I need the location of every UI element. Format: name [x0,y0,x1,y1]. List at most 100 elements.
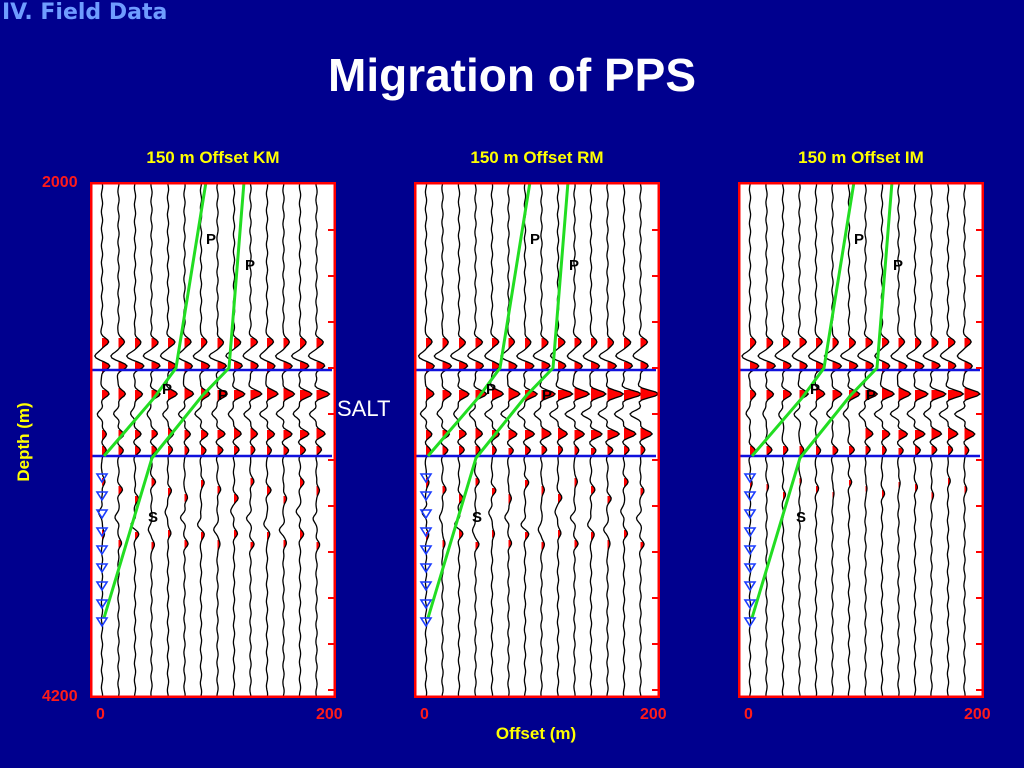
receiver-marker [95,527,109,538]
seismic-trace [873,183,896,697]
salt-label: SALT [337,396,391,421]
p-ray-1 [750,182,856,457]
seismic-trace [791,183,810,697]
p-ray-1 [426,182,532,457]
trace-fill [475,338,487,550]
p-ray-2 [750,182,894,619]
plot-background [414,182,660,698]
offset-max-tick: 200 [964,706,991,723]
seismic-trace [857,183,879,697]
receiver-marker [419,563,433,574]
p-label: P [218,387,228,404]
seismic-plot: P P P P S [90,182,336,698]
receiver-marker [743,491,757,502]
seismic-trace [192,183,211,697]
receiver-marker [95,473,109,484]
receiver-marker [419,545,433,556]
receiver-marker [419,617,433,628]
panel-im: 150 m Offset IM P P P P S 0 200 [738,148,991,728]
p-label: P [854,231,864,248]
seismic-trace [142,183,161,697]
p-label: P [866,387,876,404]
offset-max-tick: 200 [640,706,667,723]
receiver-marker [95,563,109,574]
receiver-marker [743,545,757,556]
seismic-trace [532,183,557,697]
seismic-trace [290,183,313,697]
seismic-plot: P P P P S [738,182,984,698]
receiver-marker [419,473,433,484]
p-ray-1 [102,182,208,457]
seismic-trace [467,183,488,697]
p-label: P [206,231,216,248]
p-ray-2 [102,182,246,619]
plot-frame [90,182,336,698]
slide-title: Migration of PPS [328,49,696,101]
seismic-trace [208,183,229,697]
seismic-trace [823,183,843,697]
seismic-trace [597,183,625,697]
receiver-marker [419,599,433,610]
p-label: P [530,231,540,248]
y-axis-label: Depth (m) [14,402,33,482]
receiver-marker [743,563,757,574]
panel-title: 150 m Offset RM [470,148,604,167]
trace-fill [508,338,520,548]
depth-top-tick: 2000 [42,174,78,191]
receiver-marker [743,473,757,484]
trace-fill [607,338,624,550]
seismic-trace [484,183,505,697]
seismic-trace [258,184,279,697]
seismic-trace [94,183,111,697]
trace-fill [118,338,127,548]
seismic-trace [629,183,660,697]
s-label: S [472,509,482,526]
depth-bottom-tick: 4200 [42,688,78,705]
offset-min-tick: 0 [96,706,105,723]
seismic-trace [839,183,861,697]
trace-fill [750,338,759,488]
seismic-trace [242,183,263,697]
section-header: IV. Field Data [2,0,168,25]
receiver-marker [419,527,433,538]
receiver-marker [743,527,757,538]
trace-fill [541,338,556,550]
p-ray-2 [426,182,570,619]
seismic-trace [938,183,965,697]
seismic-trace [741,183,760,697]
receiver-marker [95,581,109,592]
offset-min-tick: 0 [420,706,429,723]
trace-fill [898,338,911,488]
seismic-trace [500,183,521,697]
seismic-trace [125,183,145,697]
seismic-trace [417,183,436,697]
receiver-marker [419,581,433,592]
trace-fill [316,338,330,550]
seismic-trace [906,183,929,697]
trace-fill [442,338,452,548]
trace-fill [849,338,860,486]
p-label: P [245,257,255,274]
seismic-trace [613,183,643,697]
s-label: S [796,509,806,526]
p-label: P [162,381,172,398]
plot-background [90,182,336,698]
plot-frame [414,182,660,698]
seismic-trace [515,183,539,697]
offset-max-tick: 200 [316,706,343,723]
trace-fill [640,338,659,550]
receiver-marker [743,617,757,628]
receiver-marker [743,509,757,520]
receiver-marker [95,599,109,610]
receiver-marker [419,509,433,520]
receiver-marker [95,509,109,520]
receiver-marker [419,491,433,502]
x-axis-label: Offset (m) [495,724,577,743]
seismic-trace [580,183,607,697]
panel-title: 150 m Offset KM [146,148,280,167]
receiver-marker [95,545,109,556]
plot-frame [738,182,984,698]
trace-fill [217,338,228,550]
panel-title: 150 m Offset IM [798,148,924,167]
p-label: P [486,381,496,398]
